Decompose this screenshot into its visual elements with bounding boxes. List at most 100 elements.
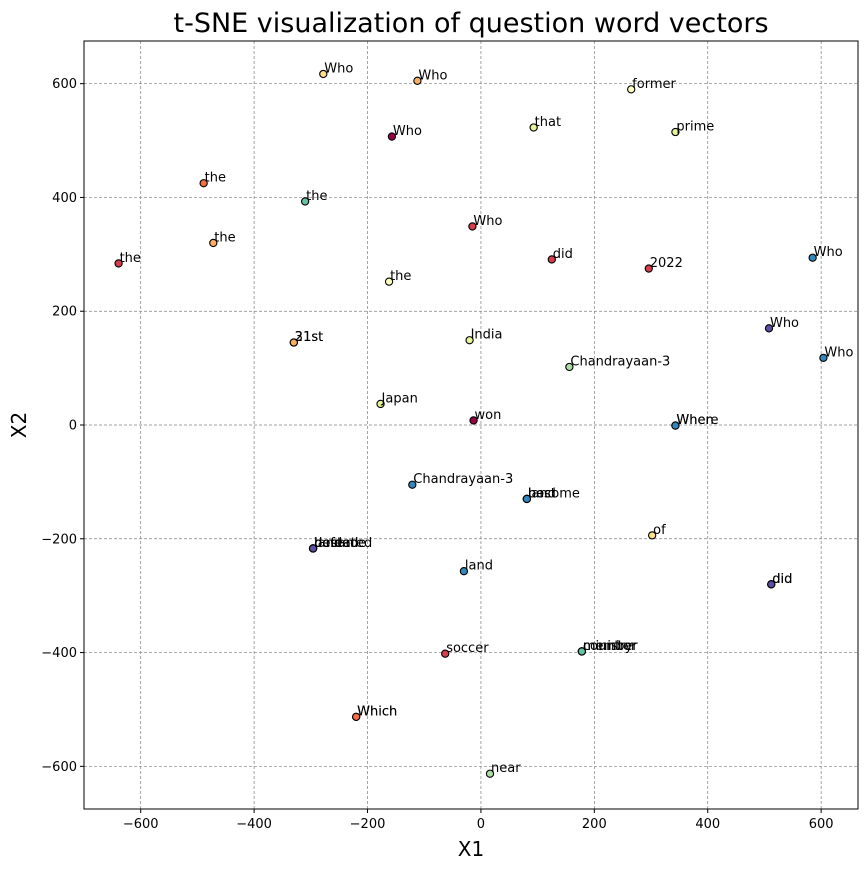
data-point [627,85,636,94]
data-point [352,712,361,721]
data-point-label: become [528,486,580,501]
data-point-label: the [214,230,235,245]
data-point-label: did [553,247,573,262]
y-tick-label: −400 [41,646,77,661]
data-point-label: 21st [295,330,323,345]
chart-title: t-SNE visualization of question word vec… [173,8,768,39]
data-point [485,769,495,778]
data-point-label: Chandrayaan-3 [413,472,513,487]
data-point-label: the [306,189,327,204]
y-tick-label: −200 [41,532,77,547]
data-point-label: Who [418,68,447,83]
data-point [300,197,310,206]
data-point-label: landed [314,536,358,551]
data-point [469,416,478,425]
data-point [376,399,385,409]
data-point-label: Which [357,704,397,719]
data-point-label: country [583,639,633,654]
data-point-label: 2022 [650,256,683,271]
data-point [819,353,828,363]
data-point-label: did [772,572,792,587]
x-tick-label: 400 [695,817,720,832]
data-point-label: Japan [381,391,418,406]
data-point-label: Who [473,214,502,229]
data-point [384,277,394,286]
data-point-label: defeated [314,536,372,551]
data-point [671,127,680,137]
data-point [441,649,450,658]
data-point-label: Who [814,245,843,260]
data-point [808,253,817,262]
data-point [387,132,397,141]
data-point [671,421,680,430]
data-point [529,123,538,132]
data-point-label: did [772,572,792,587]
data-point-label: Chandrayaan-3 [570,354,670,369]
x-tick-label: 0 [477,817,485,832]
data-point [199,179,208,188]
data-point-label: prime [676,120,714,135]
data-point-label: soccer [446,641,489,656]
x-tick-label: 200 [582,817,607,832]
data-point [465,336,474,345]
data-point [114,259,123,268]
data-point [565,362,574,372]
data-point-label: Who [393,124,422,139]
data-point-label: Where [676,413,718,428]
label-layer: Who Who former that prime Who the the Who the the d… [120,61,854,776]
data-point-label: won [475,408,502,423]
data-point [468,222,477,231]
data-point-label: the [390,269,411,284]
data-point-label: 31st [295,330,323,345]
data-point [319,69,328,79]
data-point [644,264,653,273]
data-point [522,494,532,504]
data-point-label: hosted [314,536,358,551]
y-tick-label: 400 [52,191,77,206]
data-point-label: land [465,559,493,574]
data-point-label: of [653,523,666,538]
y-tick-label: 0 [69,419,77,434]
x-tick-label: −400 [236,817,272,832]
data-point-label: minister [583,639,637,654]
point-layer [114,69,828,778]
y-axis-title: X2 [7,412,31,438]
data-point-label: former [632,77,676,92]
data-point-label: near [491,761,521,776]
tick-layer: −600 −400 −200 0 200 400 600 −600 −400 −200 0 200 40… [41,77,833,832]
data-point-label: Which [357,704,397,719]
data-point-label: the [205,171,226,186]
data-point-label: Who [324,61,353,76]
data-point-label: Who [824,345,853,360]
data-point [547,255,556,264]
data-point [413,76,422,85]
x-axis-title: X1 [458,837,484,861]
data-point-label: India [471,328,503,343]
data-point-label: host [528,486,556,501]
data-point-label: When [676,413,713,428]
y-tick-label: 200 [52,305,77,320]
data-point [459,567,469,576]
data-point [648,531,657,540]
data-point-label: land [528,486,556,501]
grid-layer [84,41,858,809]
data-point [209,238,218,248]
data-point-label: that [535,115,561,130]
data-point [308,544,318,553]
x-tick-label: −600 [123,817,159,832]
data-point [408,480,417,489]
data-point-label: Who [770,316,799,331]
data-point [289,338,298,347]
data-point-label: the [120,251,141,266]
x-tick-label: −200 [350,817,386,832]
y-tick-label: 600 [52,77,77,92]
y-tick-label: −600 [41,760,77,775]
data-point [764,324,774,333]
plot-area-frame [83,40,859,810]
x-tick-label: 600 [809,817,834,832]
data-point-label: member [583,639,639,654]
data-point [767,580,776,589]
data-point-label: became [314,536,366,551]
data-point [577,647,587,656]
